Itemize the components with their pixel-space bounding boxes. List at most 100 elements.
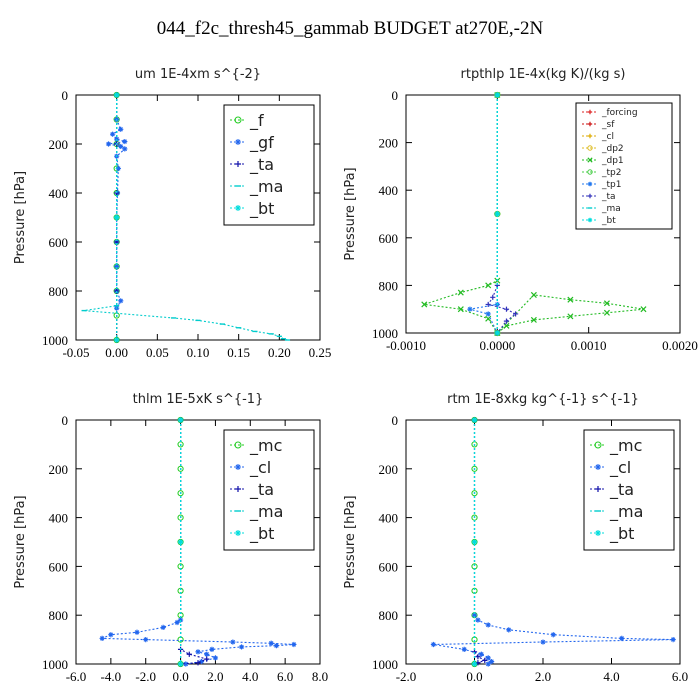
legend-marker [595, 464, 601, 470]
data-point [114, 92, 120, 98]
legend-label: _tp1 [601, 180, 621, 190]
data-point [110, 131, 116, 137]
legend-label: _tp2 [601, 168, 621, 178]
legend-label: _gf [249, 133, 274, 153]
data-point [461, 646, 467, 652]
legend-marker [587, 181, 593, 187]
data-point [114, 214, 120, 221]
x-tick-label: 0.25 [309, 345, 332, 360]
data-point [238, 644, 245, 650]
data-point [177, 417, 184, 423]
data-point [494, 92, 500, 98]
panel-4: rtm 1E-8xkg kg^{-1} s^{-1} Pressure [hPa]… [343, 392, 688, 684]
data-point [494, 330, 500, 336]
y-tick-label: 400 [49, 186, 69, 201]
x-tick-label: -0.0010 [386, 338, 426, 353]
data-point [485, 311, 491, 317]
y-tick-label: 0 [62, 88, 69, 103]
y-tick-label: 200 [49, 137, 69, 152]
y-tick-label: 600 [379, 231, 399, 246]
data-point [490, 294, 496, 300]
legend-marker [594, 441, 602, 449]
data-point [550, 632, 556, 638]
data-point [204, 651, 210, 657]
y-tick-label: 200 [49, 462, 69, 477]
data-point [530, 291, 537, 298]
legend-label: _cl [249, 458, 271, 478]
legend-label: _ma [609, 502, 643, 522]
data-point [471, 465, 478, 472]
data-point [457, 289, 464, 296]
legend: _mc_cl_ta_ma_bt [583, 429, 675, 551]
data-point [118, 126, 124, 132]
data-point [506, 627, 512, 633]
x-tick-label: 0.0020 [662, 338, 698, 353]
data-point [640, 306, 647, 313]
data-point [478, 651, 484, 657]
legend-label: _sf [601, 120, 615, 130]
data-point [198, 658, 205, 665]
plot-frame [405, 94, 681, 334]
data-point [160, 624, 166, 630]
data-point [567, 296, 574, 303]
legend-marker [587, 133, 593, 139]
y-tick-label: 800 [379, 278, 399, 293]
x-tick-label: 0.0000 [479, 338, 515, 353]
data-point [471, 417, 478, 423]
y-tick-label: 1000 [372, 657, 398, 672]
series-line-cl [433, 420, 674, 665]
x-tick-label: 0.20 [268, 345, 291, 360]
legend-label: _dp2 [601, 144, 624, 154]
panel-title: um 1E-4xm s^{-2} [135, 67, 261, 82]
x-tick-label: 0.10 [187, 345, 210, 360]
data-point [209, 646, 215, 652]
x-tick-label: 8.0 [312, 669, 328, 684]
y-axis-label: Pressure [hPa] [343, 495, 358, 588]
legend-box [583, 429, 675, 551]
legend-marker [595, 486, 601, 492]
data-point [603, 309, 610, 316]
legend-marker [235, 530, 241, 536]
legend-label: _forcing [601, 108, 638, 118]
data-point [485, 315, 492, 322]
data-point [471, 612, 478, 618]
x-tick-label: 6.0 [277, 669, 293, 684]
legend-marker [587, 145, 593, 151]
panel-title: rtm 1E-8xkg kg^{-1} s^{-1} [447, 392, 639, 407]
legend-label: _ma [601, 204, 621, 214]
data-point [485, 622, 491, 628]
y-axis-label: Pressure [hPa] [343, 167, 358, 260]
data-point [273, 643, 280, 649]
legend-label: _mc [609, 436, 642, 456]
data-point [122, 138, 128, 145]
data-point [183, 661, 189, 667]
x-tick-label: 2.0 [535, 669, 551, 684]
legend-marker [235, 161, 241, 167]
y-tick-label: 1000 [42, 657, 68, 672]
legend-marker [234, 116, 242, 124]
figure-title: 044_f2c_thresh45_gammab BUDGET at270E,-2… [156, 18, 544, 39]
data-point [503, 306, 510, 312]
legend-label: _cl [601, 132, 614, 142]
x-tick-label: 4.0 [242, 669, 258, 684]
panel-title: rtpthlp 1E-4x(kg K)/(kg s) [461, 67, 626, 82]
data-point [177, 661, 184, 667]
data-point [421, 301, 428, 308]
legend-label: _ta [609, 480, 634, 500]
legend-marker [595, 530, 601, 536]
data-point [540, 639, 546, 645]
y-tick-label: 400 [379, 183, 399, 198]
y-axis-label: Pressure [hPa] [13, 171, 28, 264]
data-point [118, 298, 124, 304]
data-point [114, 337, 120, 343]
y-tick-label: 200 [379, 462, 399, 477]
legend-label: _dp1 [601, 156, 624, 166]
y-tick-label: 800 [379, 608, 399, 623]
data-point [530, 316, 537, 323]
series-line-ta [180, 420, 209, 665]
y-tick-label: 800 [49, 608, 69, 623]
panel-3: thlm 1E-5xK s^{-1} Pressure [hPa] 0 200 400 6… [13, 392, 328, 684]
panel-1: um 1E-4xm s^{-2} Pressure [hPa] 0 200 400 600… [13, 67, 331, 360]
legend-label: _f [249, 111, 264, 131]
